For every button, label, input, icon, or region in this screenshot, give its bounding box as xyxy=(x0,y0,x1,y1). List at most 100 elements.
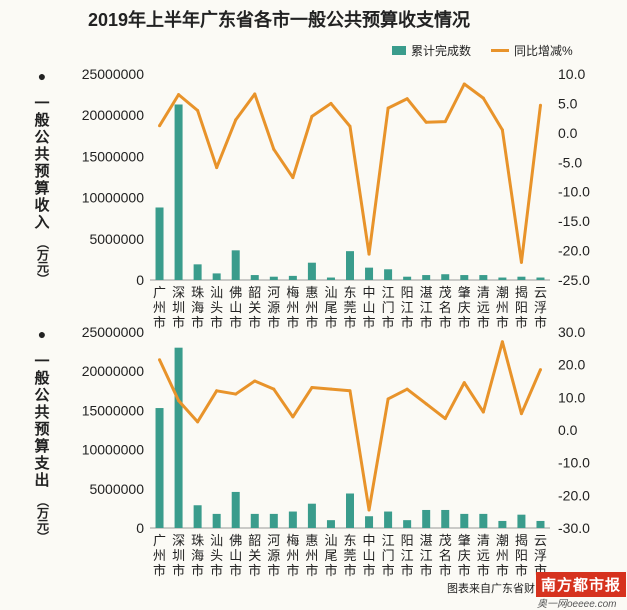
growth-point xyxy=(310,114,314,118)
growth-point xyxy=(348,124,352,128)
bar xyxy=(422,509,431,528)
x-tick-label: 潮州市 xyxy=(496,533,509,578)
y-right-tick-label: -25.0 xyxy=(558,272,590,288)
x-tick-label: 河源市 xyxy=(267,533,280,578)
x-tick-label: 东莞市 xyxy=(343,533,356,578)
section-title: 一般公共预算收入 xyxy=(34,95,50,231)
bar xyxy=(403,520,412,528)
bar xyxy=(193,505,202,528)
y-left-tick-label: 5000000 xyxy=(89,231,144,247)
bullet-dot: ● xyxy=(37,326,47,342)
x-tick-label: 阳江市 xyxy=(401,533,414,578)
growth-point xyxy=(386,397,390,401)
bar xyxy=(403,276,412,280)
bar xyxy=(441,509,450,528)
bar xyxy=(517,514,526,528)
growth-point xyxy=(405,387,409,391)
y-left-tick-label: 15000000 xyxy=(82,148,145,164)
x-tick-label: 韶关市 xyxy=(248,533,261,578)
x-tick-label: 河源市 xyxy=(267,285,280,330)
growth-point xyxy=(462,381,466,385)
y-left-tick-label: 5000000 xyxy=(89,481,144,497)
growth-point xyxy=(158,358,162,362)
x-tick-label: 深圳市 xyxy=(172,533,185,578)
growth-point xyxy=(443,417,447,421)
x-tick-label: 茂名市 xyxy=(439,285,452,330)
bar xyxy=(346,493,354,528)
bar xyxy=(536,277,545,280)
bar xyxy=(212,273,221,280)
legend-line-swatch xyxy=(491,49,510,52)
growth-point xyxy=(348,389,352,393)
x-tick-label: 佛山市 xyxy=(229,285,242,330)
y-left-tick-label: 20000000 xyxy=(82,107,145,123)
x-tick-label: 肇庆市 xyxy=(458,285,471,330)
growth-point xyxy=(272,147,276,151)
bar xyxy=(326,277,335,280)
bar xyxy=(155,207,164,280)
newspaper-logo: 南方都市报 xyxy=(536,572,627,597)
y-right-tick-label: 0.0 xyxy=(558,422,578,438)
x-tick-label: 广州市 xyxy=(153,533,166,578)
x-tick-label: 中山市 xyxy=(363,285,376,330)
legend-line-label: 同比增减% xyxy=(514,44,573,58)
x-tick-label: 清远市 xyxy=(477,533,490,578)
growth-point xyxy=(386,106,390,110)
bar xyxy=(269,513,278,528)
growth-point xyxy=(253,379,257,383)
unit-label: （万元） xyxy=(35,495,50,543)
y-left-tick-label: 0 xyxy=(136,520,144,536)
chart-title: 2019年上半年广东省各市一般公共预算收支情况 xyxy=(88,10,471,30)
bar xyxy=(498,277,507,280)
growth-point xyxy=(291,176,295,180)
y-left-tick-label: 10000000 xyxy=(82,190,145,206)
x-tick-label: 汕尾市 xyxy=(324,533,337,578)
growth-point xyxy=(177,93,181,97)
x-tick-label: 中山市 xyxy=(363,533,376,578)
growth-point xyxy=(215,166,219,170)
y-left-tick-label: 15000000 xyxy=(82,402,145,418)
y-right-tick-label: 20.0 xyxy=(558,357,585,373)
bar xyxy=(155,408,164,528)
x-tick-label: 梅州市 xyxy=(286,533,299,578)
x-tick-label: 清远市 xyxy=(477,285,490,330)
bar xyxy=(346,251,354,280)
x-tick-label: 肇庆市 xyxy=(458,533,471,578)
x-tick-label: 汕尾市 xyxy=(324,285,337,330)
y-right-tick-label: 5.0 xyxy=(558,95,578,111)
site-watermark: 奥一网oeeee.com xyxy=(537,599,617,610)
bar xyxy=(365,267,374,280)
growth-point xyxy=(519,260,523,264)
bar xyxy=(174,347,183,528)
growth-point xyxy=(367,508,371,512)
growth-point xyxy=(329,101,333,105)
y-right-tick-label: -10.0 xyxy=(558,455,590,471)
y-right-tick-label: -15.0 xyxy=(558,213,590,229)
x-tick-label: 惠州市 xyxy=(305,285,318,330)
bar xyxy=(231,491,240,528)
x-tick-label: 梅州市 xyxy=(286,285,299,330)
x-tick-label: 阳江市 xyxy=(401,285,414,330)
bar xyxy=(231,250,240,280)
bar xyxy=(307,503,316,528)
growth-point xyxy=(500,128,504,132)
x-tick-label: 佛山市 xyxy=(229,533,242,578)
bar xyxy=(384,269,393,280)
y-right-tick-label: -20.0 xyxy=(558,487,590,503)
bar xyxy=(498,520,507,528)
bar xyxy=(460,275,469,280)
bar xyxy=(174,104,183,280)
y-left-tick-label: 25000000 xyxy=(82,66,145,82)
growth-line xyxy=(158,340,542,512)
growth-point xyxy=(272,387,276,391)
x-tick-label: 江门市 xyxy=(382,285,395,330)
y-left-tick-label: 0 xyxy=(136,272,144,288)
growth-line xyxy=(158,82,542,264)
section-title: 一般公共预算支出 xyxy=(34,353,50,489)
growth-point xyxy=(519,412,523,416)
growth-point xyxy=(443,120,447,124)
y-right-tick-label: -5.0 xyxy=(558,154,582,170)
growth-point xyxy=(538,368,542,372)
bar xyxy=(307,262,316,280)
